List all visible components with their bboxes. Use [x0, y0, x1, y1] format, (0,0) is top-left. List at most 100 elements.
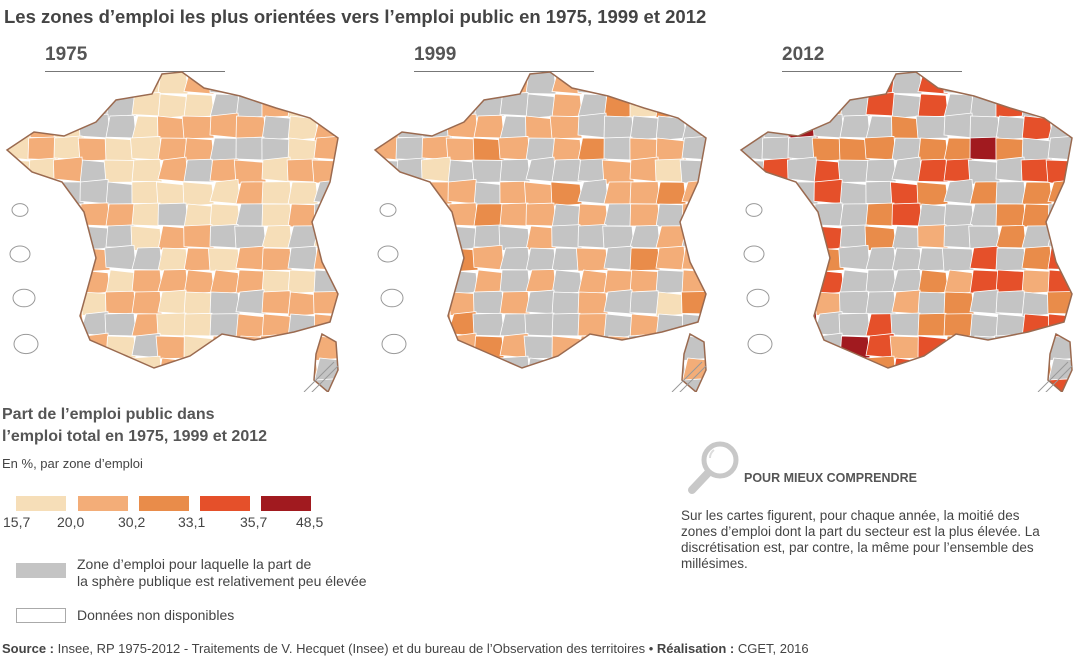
zone-emploi: [761, 201, 793, 227]
zone-emploi: [53, 245, 85, 271]
zone-emploi: [1021, 181, 1053, 205]
zone-emploi: [157, 72, 189, 95]
zone-emploi: [52, 156, 85, 183]
zone-emploi: [53, 269, 85, 295]
zone-emploi: [420, 156, 453, 183]
zone-emploi: [551, 137, 583, 163]
zone-emploi: [313, 135, 338, 161]
legend-break: 30,2: [118, 514, 146, 530]
zone-emploi: [340, 223, 349, 248]
zone-emploi: [337, 137, 338, 163]
zone-emploi: [79, 72, 111, 96]
zone-emploi: [1074, 182, 1080, 206]
zone-emploi: [233, 354, 267, 381]
zone-emploi: [655, 203, 687, 228]
zone-emploi: [943, 137, 975, 161]
zone-emploi: [708, 292, 717, 314]
zone-emploi: [287, 269, 319, 294]
zone-emploi: [420, 289, 453, 315]
zone-emploi: [105, 72, 137, 95]
zone-emploi: [601, 159, 635, 185]
zone-emploi: [603, 289, 635, 315]
zone-emploi: [655, 334, 687, 359]
zone-emploi: [471, 159, 505, 183]
employment-zones: [741, 72, 1080, 392]
zone-emploi: [787, 379, 819, 392]
zone-emploi: [395, 247, 427, 272]
zone-emploi: [131, 379, 163, 392]
zone-emploi: [375, 313, 401, 337]
zone-emploi: [1074, 223, 1080, 248]
zone-emploi: [839, 203, 871, 227]
zone-emploi: [917, 224, 949, 249]
zone-emploi: [105, 335, 137, 360]
zone-emploi: [313, 313, 338, 339]
zone-emploi: [969, 289, 1001, 315]
zone-emploi: [525, 269, 557, 293]
zone-emploi: [313, 335, 338, 362]
zone-emploi: [708, 72, 717, 94]
zone-emploi: [787, 225, 819, 249]
zone-emploi: [105, 357, 137, 384]
zone-emploi: [340, 160, 349, 185]
zone-emploi: [183, 72, 215, 95]
zone-emploi: [575, 247, 609, 272]
zone-emploi: [741, 159, 767, 184]
zone-emploi: [787, 269, 819, 295]
zone-emploi: [182, 181, 215, 207]
zone-emploi: [707, 312, 717, 336]
zone-emploi: [917, 269, 949, 295]
zone-emploi: [601, 354, 635, 381]
zone-emploi: [917, 158, 949, 183]
zone-emploi: [340, 247, 349, 270]
overseas-territory: [380, 288, 404, 308]
zone-emploi: [603, 93, 635, 120]
zone-emploi: [313, 357, 338, 383]
zone-emploi: [313, 224, 338, 249]
zone-emploi: [235, 93, 267, 120]
zone-emploi: [287, 203, 319, 228]
map-year-1999: 1999: [414, 44, 457, 65]
map-1975: [5, 71, 349, 392]
zone-emploi: [1073, 114, 1080, 138]
credit-label: Réalisation :: [656, 641, 735, 656]
zone-emploi: [525, 137, 557, 161]
zone-emploi: [708, 336, 717, 360]
zone-emploi: [786, 289, 819, 315]
zone-emploi: [209, 137, 241, 161]
zone-emploi: [839, 379, 871, 392]
zone-emploi: [707, 114, 717, 138]
zone-emploi: [839, 290, 871, 315]
zone-emploi: [499, 291, 531, 315]
overseas-territory: [11, 203, 29, 217]
zone-emploi: [157, 202, 189, 227]
zone-emploi: [395, 356, 427, 381]
country-outline: [373, 71, 707, 369]
zone-emploi: [891, 289, 923, 315]
legend-line: Zone d’emploi pour laquelle la part de: [77, 556, 312, 572]
overseas-territory: [12, 288, 36, 308]
zone-emploi: [131, 246, 163, 271]
zone-emploi: [155, 335, 189, 360]
legend-break: 48,5: [296, 514, 324, 530]
zone-emploi: [943, 203, 975, 228]
zone-emploi: [1074, 357, 1080, 380]
zone-emploi: [27, 201, 59, 227]
zone-emploi: [1047, 93, 1072, 119]
zone-emploi: [681, 93, 706, 119]
zone-emploi: [78, 113, 111, 139]
zone-emploi: [52, 289, 85, 315]
country-outline: [739, 71, 1073, 369]
zone-emploi: [105, 290, 137, 315]
zone-emploi: [787, 245, 819, 271]
zone-emploi: [157, 289, 189, 315]
zone-emploi: [787, 357, 819, 384]
zone-emploi: [629, 115, 661, 141]
page-title: Les zones d’emploi les plus orientées ve…: [4, 6, 707, 27]
zone-emploi: [577, 313, 609, 337]
zone-emploi: [235, 245, 267, 271]
zone-emploi: [889, 335, 923, 360]
zone-emploi: [603, 181, 635, 205]
zone-emploi: [1021, 245, 1053, 271]
map-1999: [373, 71, 717, 392]
